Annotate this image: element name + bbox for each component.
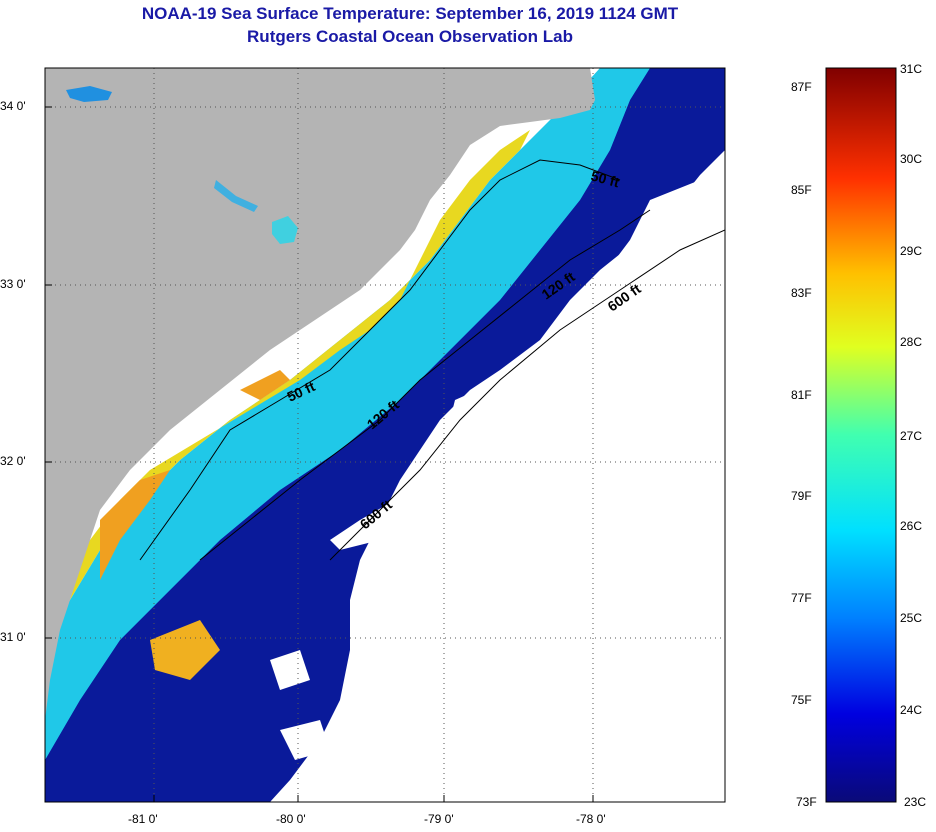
cloud-patch — [280, 720, 330, 760]
colorbar-label-fahrenheit: 75F — [791, 693, 812, 707]
lat-tick-label: 33 0' — [0, 277, 26, 291]
warm-patch — [100, 470, 170, 580]
graticule — [45, 68, 725, 802]
isobath-600ft — [329, 229, 725, 561]
colorbar-label-fahrenheit: 73F — [796, 795, 817, 809]
isobath-50ft — [139, 159, 621, 561]
chart-title: NOAA-19 Sea Surface Temperature: Septemb… — [141, 4, 679, 23]
inland-lake — [272, 216, 298, 244]
colorbar-label-celsius: 23C — [904, 795, 927, 809]
colorbar-label-celsius: 24C — [900, 703, 923, 717]
lat-tick-label: 32 0' — [0, 454, 26, 468]
isobath-120ft — [199, 209, 651, 561]
colorbar-label-fahrenheit: 81F — [791, 388, 812, 402]
colorbar-label-celsius: 25C — [900, 611, 923, 625]
colorbar-label-celsius: 28C — [900, 335, 923, 349]
colorbar-label-celsius: 31C — [900, 62, 923, 76]
colorbar-label-fahrenheit: 85F — [791, 183, 812, 197]
map-area — [45, 68, 725, 802]
cloud-patch — [600, 170, 725, 290]
lat-tick-label: 34 0' — [0, 99, 26, 113]
chart-subtitle: Rutgers Coastal Ocean Observation Lab — [247, 27, 573, 46]
colorbar-label-celsius: 29C — [900, 244, 923, 258]
land-region — [45, 68, 595, 720]
warm-patch — [150, 620, 220, 680]
colorbar-label-fahrenheit: 87F — [791, 80, 812, 94]
colorbar-label-fahrenheit: 83F — [791, 286, 812, 300]
lat-tick-label: 31 0' — [0, 630, 26, 644]
contour-label-50ft-north: 50 ft — [589, 167, 621, 190]
lon-tick-label: -78 0' — [576, 812, 606, 826]
colorbar-label-fahrenheit: 79F — [791, 489, 812, 503]
lon-tick-label: -81 0' — [128, 812, 158, 826]
deep-water-region — [45, 68, 725, 802]
colorbar-label-celsius: 26C — [900, 519, 923, 533]
colorbar — [825, 67, 897, 803]
inland-lake — [214, 180, 258, 212]
colorbar-label-fahrenheit: 77F — [791, 591, 812, 605]
colorbar-label-celsius: 30C — [900, 152, 923, 166]
inner-shelf-band — [45, 68, 650, 802]
cloud-patch — [270, 650, 310, 690]
inland-lake — [66, 86, 112, 102]
lon-tick-label: -80 0' — [276, 812, 306, 826]
colorbar-label-celsius: 27C — [900, 429, 923, 443]
map-frame — [44, 67, 726, 803]
lon-tick-label: -79 0' — [424, 812, 454, 826]
warm-patch — [240, 370, 290, 400]
axis-ticks — [45, 106, 594, 802]
cloud-patch — [330, 500, 410, 550]
